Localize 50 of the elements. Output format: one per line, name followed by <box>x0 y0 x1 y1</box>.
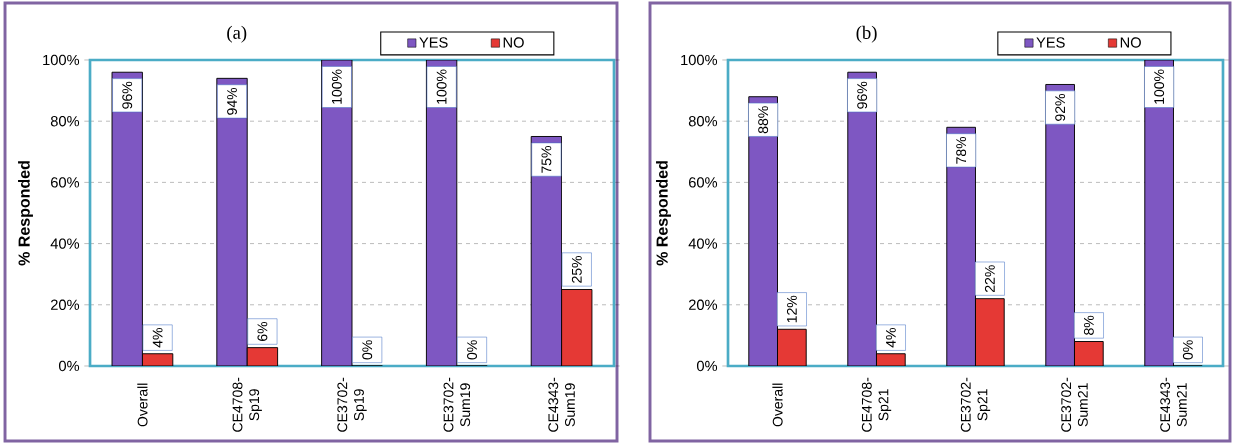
x-tick-label: CE4708-Sp19 <box>232 377 262 432</box>
data-label: 4% <box>152 328 163 348</box>
data-label: 4% <box>885 328 896 348</box>
x-tick-label: CE3702-Sp21 <box>960 377 991 432</box>
data-label: 8% <box>1083 315 1094 335</box>
y-tick-label: 100% <box>681 54 718 66</box>
x-tick-label: CE4343-Sum21 <box>1160 377 1187 432</box>
y-tick-label: 20% <box>688 299 718 310</box>
data-label: 96% <box>122 81 133 109</box>
y-tick-label: 80% <box>50 116 80 127</box>
y-tick-label: 40% <box>688 238 718 249</box>
data-label: 75% <box>541 146 552 173</box>
data-label: 92% <box>1055 94 1066 121</box>
legend-label: NO <box>1120 37 1141 48</box>
y-tick-label: 100% <box>43 54 80 66</box>
y-tick-label: 60% <box>51 177 80 188</box>
data-label: 0% <box>467 340 477 360</box>
x-tick-label: CE3702-Sum21 <box>1061 377 1088 432</box>
y-axis-title: % Responded <box>18 161 33 266</box>
x-tick-label: CE3702-Sum19 <box>443 377 471 432</box>
x-tick-label: CE4708-Sp21 <box>861 377 892 432</box>
data-label: 100% <box>1154 69 1165 104</box>
x-tick-label: CE4343-Sum19 <box>548 377 575 432</box>
y-tick-label: 20% <box>50 299 80 310</box>
data-label: 88% <box>758 106 769 134</box>
data-label: 100% <box>436 69 447 104</box>
y-tick-label: 40% <box>50 238 80 249</box>
y-tick-label: 60% <box>689 177 718 188</box>
data-label: 6% <box>257 321 268 341</box>
y-axis-title: % Responded <box>656 161 671 266</box>
chart-title: (b) <box>856 25 877 43</box>
y-tick-label: 0% <box>696 360 718 372</box>
data-label: 25% <box>571 255 582 283</box>
data-label: 0% <box>1182 340 1193 360</box>
chart-title: (a) <box>227 25 247 43</box>
data-label: 96% <box>857 81 868 109</box>
y-tick-label: 0% <box>58 360 80 372</box>
x-tick-label: Overall <box>137 383 148 427</box>
data-label: 0% <box>362 340 373 360</box>
x-tick-label: CE3702-Sp19 <box>337 377 367 432</box>
data-label: 78% <box>956 136 967 164</box>
data-label: 12% <box>786 295 797 323</box>
data-label: 100% <box>331 69 342 104</box>
legend-label: YES <box>419 37 448 48</box>
y-tick-label: 80% <box>688 116 718 127</box>
legend-label: NO <box>503 37 524 48</box>
legend-label: YES <box>1036 37 1065 48</box>
data-label: 22% <box>984 265 995 292</box>
data-label: 94% <box>227 87 237 115</box>
x-tick-label: Overall <box>772 383 783 427</box>
